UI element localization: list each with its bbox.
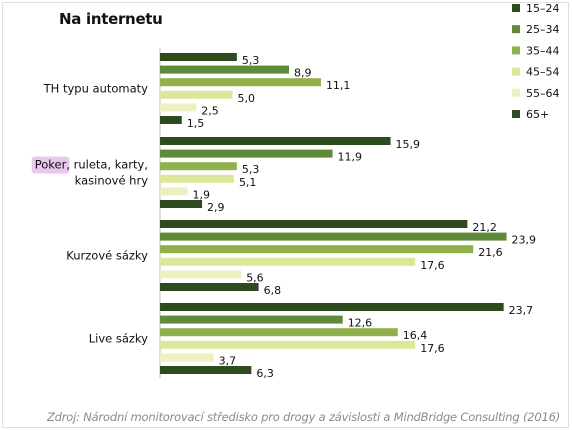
- legend-swatch: [512, 25, 520, 34]
- data-label: 16,4: [403, 329, 428, 342]
- category-label: Poker, ruleta, karty,: [35, 158, 148, 172]
- bar: [160, 366, 252, 374]
- legend-swatch: [512, 46, 520, 55]
- bar: [160, 103, 197, 112]
- bar: [160, 270, 242, 279]
- data-label: 17,6: [420, 342, 445, 355]
- data-label: 15,9: [396, 138, 421, 151]
- category-label: Live sázky: [89, 332, 148, 346]
- data-label: 2,5: [201, 104, 219, 117]
- category-label: TH typu automaty: [43, 82, 149, 96]
- category-highlight: [31, 156, 70, 174]
- bar: [160, 245, 474, 254]
- bar: [160, 315, 343, 324]
- data-label: 11,1: [326, 79, 351, 92]
- chart-title: Na internetu: [59, 10, 163, 28]
- bar: [160, 187, 188, 196]
- bar: [160, 328, 398, 337]
- bar: [160, 257, 416, 266]
- bar: [160, 162, 237, 171]
- legend-label: 35–44: [526, 44, 560, 57]
- data-label: 11,9: [338, 151, 363, 164]
- category-label: Kurzové sázky: [66, 249, 148, 263]
- data-label: 1,5: [187, 117, 205, 130]
- bar: [160, 303, 504, 311]
- bar: [160, 137, 391, 145]
- data-label: 5,0: [238, 92, 256, 105]
- legend-swatch: [512, 67, 520, 76]
- legend-swatch: [512, 110, 520, 118]
- data-label: 5,1: [239, 176, 257, 189]
- data-label: 12,6: [348, 317, 373, 330]
- data-label: 23,7: [509, 304, 534, 317]
- bar: [160, 149, 333, 158]
- bar: [160, 174, 234, 183]
- bar: [160, 283, 259, 291]
- bar: [160, 200, 203, 208]
- bar: [160, 65, 290, 74]
- bar: [160, 78, 321, 87]
- bar: [160, 116, 182, 124]
- legend-label: 25–34: [526, 23, 560, 36]
- bar: [160, 90, 233, 99]
- data-label: 8,9: [294, 67, 312, 80]
- bar: [160, 340, 416, 349]
- legend-label: 65+: [526, 108, 549, 121]
- source-note: Zdroj: Národní monitorovací středisko pr…: [47, 410, 560, 424]
- data-label: 23,9: [512, 234, 537, 247]
- bar: [160, 220, 468, 228]
- data-label: 17,6: [420, 259, 445, 272]
- data-label: 5,3: [242, 54, 260, 67]
- legend-label: 15–24: [526, 2, 560, 15]
- data-label: 5,6: [246, 271, 264, 284]
- data-label: 6,8: [264, 284, 282, 297]
- data-label: 6,3: [256, 367, 274, 380]
- data-label: 1,9: [193, 188, 211, 201]
- legend-label: 45–54: [526, 66, 560, 79]
- data-label: 21,2: [472, 221, 497, 234]
- data-label: 3,7: [219, 354, 237, 367]
- data-label: 2,9: [207, 201, 225, 214]
- bar: [160, 353, 214, 362]
- data-label: 5,3: [242, 163, 260, 176]
- bar: [160, 53, 237, 61]
- bar: [160, 232, 507, 241]
- legend-label: 55–64: [526, 87, 560, 100]
- category-label: kasinové hry: [75, 174, 149, 188]
- legend-swatch: [512, 4, 520, 12]
- legend-swatch: [512, 88, 520, 97]
- data-label: 21,6: [478, 246, 503, 259]
